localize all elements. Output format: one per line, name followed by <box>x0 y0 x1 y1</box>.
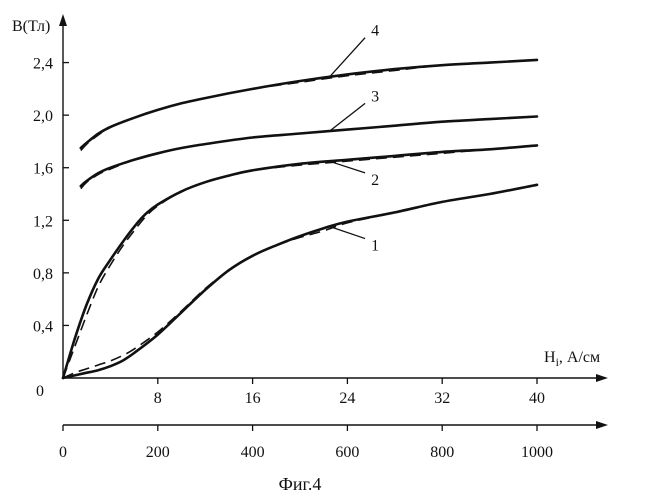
curve-4-leader <box>330 38 365 77</box>
curve-1-leader <box>330 227 365 239</box>
x-axis-arrow <box>596 374 608 382</box>
curve-2-label: 2 <box>371 172 379 189</box>
y-tick-label: 1,6 <box>33 161 53 178</box>
curve-2-solid <box>63 145 537 378</box>
x2-tick-label: 800 <box>430 444 454 461</box>
x2-ticks: 0 200 400 600 800 1000 <box>59 425 553 461</box>
y-axis-arrow <box>59 14 67 26</box>
figure-caption: Фиг.4 <box>279 474 322 494</box>
origin-label: 0 <box>36 383 44 400</box>
y-tick-label: 0,8 <box>33 266 53 283</box>
y-tick-label: 2,4 <box>33 56 53 73</box>
curve-4-solid <box>81 60 537 148</box>
y-axis-label: B(Тл) <box>12 18 50 35</box>
y-tick-label: 0,4 <box>33 318 53 335</box>
x-axis-label-main: H <box>544 349 556 366</box>
x-tick-label: 8 <box>154 390 162 407</box>
x-ticks: 8 16 24 32 40 <box>154 378 545 407</box>
curve-2-leader <box>330 161 365 173</box>
curve-1-dashed <box>63 185 537 378</box>
x2-tick-label: 0 <box>59 444 67 461</box>
x-axis-label-unit: , А/см <box>559 349 600 366</box>
y-tick-label: 1,2 <box>33 213 53 230</box>
curve-4-label: 4 <box>371 23 379 40</box>
x-tick-label: 40 <box>529 390 545 407</box>
x2-tick-label: 600 <box>335 444 359 461</box>
curve-1-label: 1 <box>371 238 379 255</box>
curve-2-dashed <box>63 145 537 378</box>
x2-tick-label: 1000 <box>521 444 553 461</box>
x-tick-label: 16 <box>245 390 261 407</box>
y-tick-label: 2,0 <box>33 108 53 125</box>
curve-3-dashed <box>81 117 537 189</box>
x-tick-label: 32 <box>434 390 450 407</box>
x2-tick-label: 200 <box>146 444 170 461</box>
x-axis-label: Hi, А/см <box>544 349 600 369</box>
x2-axis-arrow <box>596 421 608 429</box>
x-tick-label: 24 <box>339 390 355 407</box>
curve-4-dashed <box>81 60 537 151</box>
x2-tick-label: 400 <box>241 444 265 461</box>
curve-3-label: 3 <box>371 88 379 105</box>
curves <box>63 60 537 378</box>
curve-3-leader <box>330 103 365 131</box>
